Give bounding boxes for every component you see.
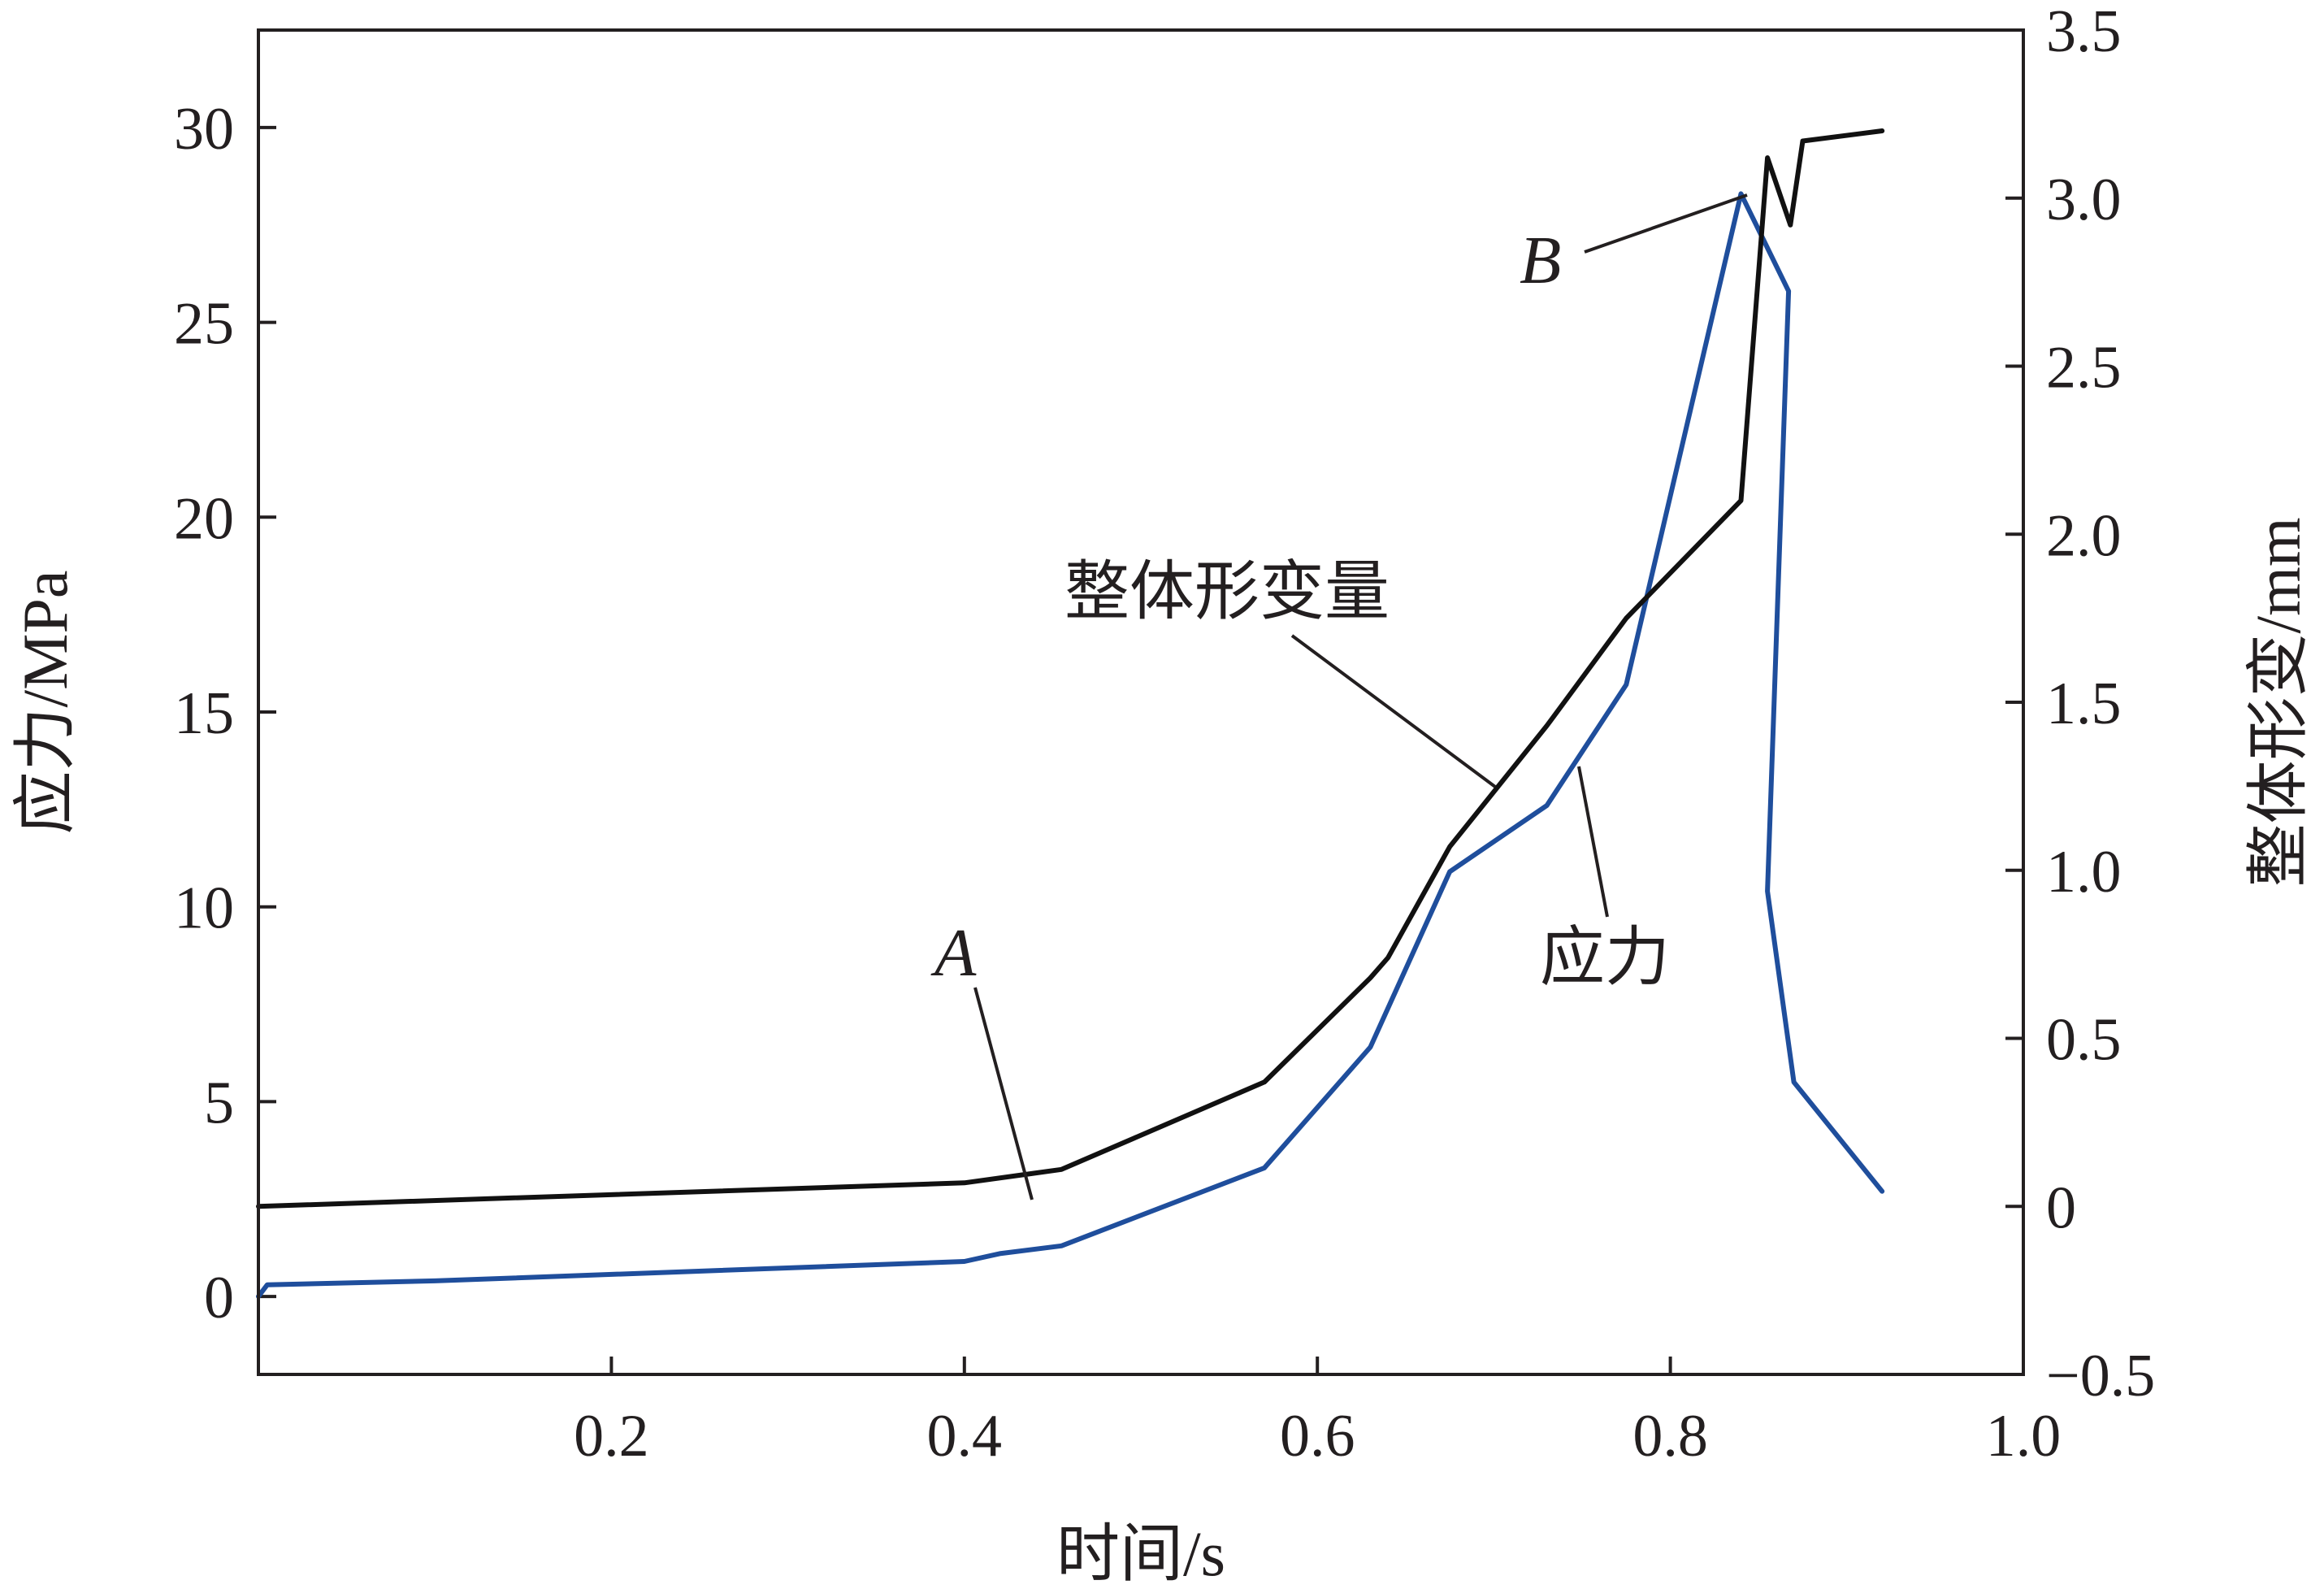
y2-tick-label: 0.5	[2046, 1007, 2122, 1074]
annotation-deformation: 整体形变量	[1064, 557, 1390, 628]
x-axis-title: 时间/s	[1056, 1518, 1225, 1589]
y2-tick-label: 3.5	[2046, 0, 2122, 65]
annotations: 整体形变量 应力 A B	[930, 193, 1748, 1200]
leader-point-b	[1584, 193, 1748, 254]
x-tick-label: 0.4	[927, 1403, 1003, 1470]
y2-tick-label: 1.5	[2046, 671, 2122, 737]
series-layer	[256, 128, 1885, 1300]
x-tick-label: 0.2	[574, 1403, 649, 1470]
x-tick-label: 1.0	[1986, 1403, 2062, 1470]
y-tick-label: 30	[174, 96, 234, 163]
y2-tick-label: 2.0	[2046, 502, 2122, 569]
leader-deformation	[1290, 634, 1497, 788]
series-deformation-line	[256, 128, 1885, 1209]
annotation-point-a: A	[930, 915, 977, 991]
leader-stress	[1577, 766, 1609, 918]
y2-tick-label: 1.0	[2046, 839, 2122, 905]
x-tick-label: 0.8	[1632, 1403, 1708, 1470]
annotation-point-b: B	[1520, 223, 1561, 298]
y-tick-label: 20	[174, 485, 234, 552]
y2-tick-label: 2.5	[2046, 335, 2122, 402]
plot-frame	[257, 28, 2025, 1376]
y2-axis-title: 整体形变/mm	[2243, 517, 2313, 887]
y-tick-label: 5	[204, 1070, 234, 1136]
ticks-layer: 0.2 0.4 0.6 0.8 1.0 0 5 10 15 20 25 30 −0.5 0 0.5 1.0 1.…	[174, 0, 2155, 1470]
annotation-stress: 应力	[1540, 923, 1670, 994]
y-axis-title: 应力/MPa	[10, 570, 80, 834]
y-tick-label: 15	[174, 680, 234, 747]
series-stress-line	[256, 191, 1885, 1300]
y2-tick-label: −0.5	[2046, 1343, 2155, 1409]
leader-point-a	[973, 987, 1034, 1200]
x-tick-label: 0.6	[1280, 1403, 1355, 1470]
y-tick-label: 25	[174, 291, 234, 358]
y-tick-label: 0	[204, 1265, 234, 1331]
y2-tick-label: 0	[2046, 1174, 2076, 1241]
y-tick-label: 10	[174, 875, 234, 942]
y2-tick-label: 3.0	[2046, 167, 2122, 233]
